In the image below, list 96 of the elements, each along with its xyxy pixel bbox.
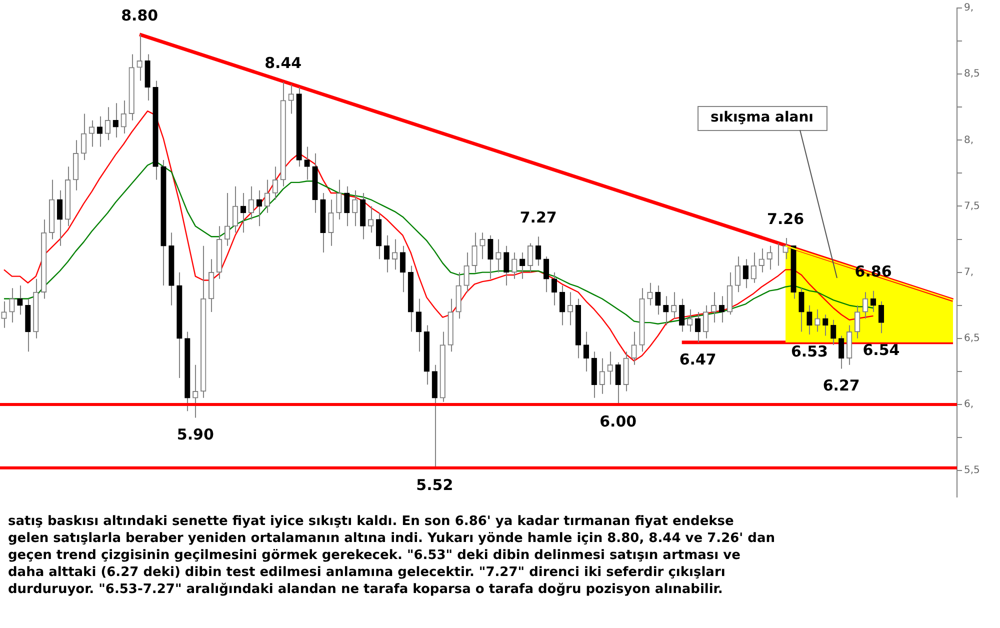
candlestick — [272, 166, 278, 200]
candlestick — [798, 288, 804, 332]
candlestick — [328, 199, 334, 246]
candlestick — [615, 362, 621, 405]
candlestick — [136, 34, 142, 82]
candlestick — [551, 272, 558, 306]
candlestick — [80, 113, 87, 160]
annotation: 7.27 — [520, 208, 557, 227]
candlestick — [734, 256, 741, 293]
candlestick — [464, 252, 470, 293]
candlestick — [304, 146, 310, 180]
candlestick — [742, 258, 748, 289]
candlestick — [96, 116, 103, 148]
candlestick — [663, 296, 669, 326]
candlestick — [288, 84, 294, 114]
candlestick — [599, 358, 605, 394]
candlestick — [9, 288, 15, 324]
candlestick — [240, 192, 246, 234]
candlestick — [567, 292, 574, 326]
y-tick-label: 6, — [964, 399, 974, 410]
text: satış baskısı altındaki senette fiyat iyice sıkıştı kaldı. En son 6.86' ya kadar tırmanan fiyat endekse gelen satışlarla beraber yeniden ortalamanın altına indi. Yukarı yönde hamle için 8.80, 8.44 ve 7.26' dan geçen trend çizgisinin geçilmesini görmek gerekecek. "6.53" deki dibin delinmesi satışın artması ve daha alttaki (6.27 deki) dibin test edilmesi anlamına gelecektir. "7.27" direnci iki seferdir çıkışları durduruyor. "6.53-7.27" aralığındaki alandan ne tarafa koparsa o tarafa doğru pozisyon alınabilir. — [7, 513, 776, 598]
candlestick — [583, 331, 589, 372]
candlestick — [88, 120, 95, 148]
candlestick — [862, 292, 868, 320]
y-tick-label: 7,5 — [964, 200, 980, 212]
candlestick — [192, 364, 198, 418]
candlestick — [806, 304, 812, 335]
candlestick — [814, 308, 820, 332]
annotation: 8.80 — [121, 6, 158, 24]
y-tick-label: 9, — [964, 2, 974, 14]
annotation: 6.47 — [679, 350, 716, 368]
y-tick-label: 7, — [964, 266, 974, 278]
annotation: 6.27 — [822, 376, 860, 395]
candlestick — [671, 292, 677, 320]
candlestick — [687, 308, 693, 332]
y-tick-label: 5,5 — [964, 465, 980, 476]
candlestick — [104, 106, 110, 141]
annotation: 6.54 — [862, 341, 900, 360]
candlestick — [782, 237, 788, 260]
candlestick — [694, 311, 701, 343]
candlestick — [496, 238, 502, 273]
candlestick — [56, 190, 63, 246]
candlestick — [702, 304, 709, 339]
candlestick — [392, 238, 398, 270]
candlestick — [488, 234, 494, 280]
candlestick — [647, 282, 653, 306]
annotation: 5.52 — [416, 476, 454, 494]
candlestick — [766, 245, 772, 270]
y-tick-label: 8,5 — [964, 68, 980, 80]
candlestick — [838, 335, 844, 370]
candlestick — [416, 298, 422, 352]
annotation: 6.53 — [790, 342, 828, 360]
candlestick — [480, 232, 486, 260]
candlestick — [520, 252, 526, 280]
candlestick — [112, 102, 118, 138]
candlestick — [232, 186, 238, 234]
candlestick — [631, 331, 637, 366]
annotation: 5.90 — [176, 426, 214, 444]
candlestick — [248, 186, 254, 220]
candlestick — [750, 252, 756, 284]
candlestick — [368, 206, 374, 234]
candlestick — [878, 300, 884, 334]
annotation: 6.00 — [600, 412, 637, 430]
candlestick — [854, 304, 860, 339]
annotation: sıkışma alanı — [710, 110, 814, 126]
candlestick — [535, 236, 542, 266]
annotation: 8.44 — [264, 54, 302, 72]
candlestick — [607, 351, 613, 386]
candlestick — [352, 190, 358, 227]
candlestick — [17, 285, 23, 316]
y-tick-label: 8, — [964, 134, 974, 146]
candlestick — [528, 242, 534, 273]
candlestick — [344, 186, 350, 227]
candlestick — [120, 100, 126, 134]
candlestick — [256, 190, 262, 227]
candlestick — [543, 256, 550, 293]
candlestick — [679, 298, 685, 332]
candlestick — [512, 252, 518, 280]
candlestick — [822, 314, 828, 336]
candlestick — [384, 234, 390, 273]
candlestick — [336, 179, 342, 220]
candlestick — [559, 285, 566, 326]
candlestick — [400, 245, 406, 293]
candlestick — [710, 292, 717, 324]
candlestick — [655, 285, 661, 316]
candlestick — [830, 319, 836, 346]
annotation: 6.86 — [854, 262, 892, 281]
y-tick-label: 6,5 — [964, 333, 980, 344]
candlestick — [870, 290, 876, 312]
candlestick — [718, 296, 725, 324]
candlestick — [504, 245, 510, 286]
candlestick — [758, 248, 764, 273]
candlestick — [224, 192, 230, 246]
candlestick — [472, 232, 478, 273]
annotation: 7.26 — [767, 210, 804, 228]
candlestick — [264, 179, 270, 214]
